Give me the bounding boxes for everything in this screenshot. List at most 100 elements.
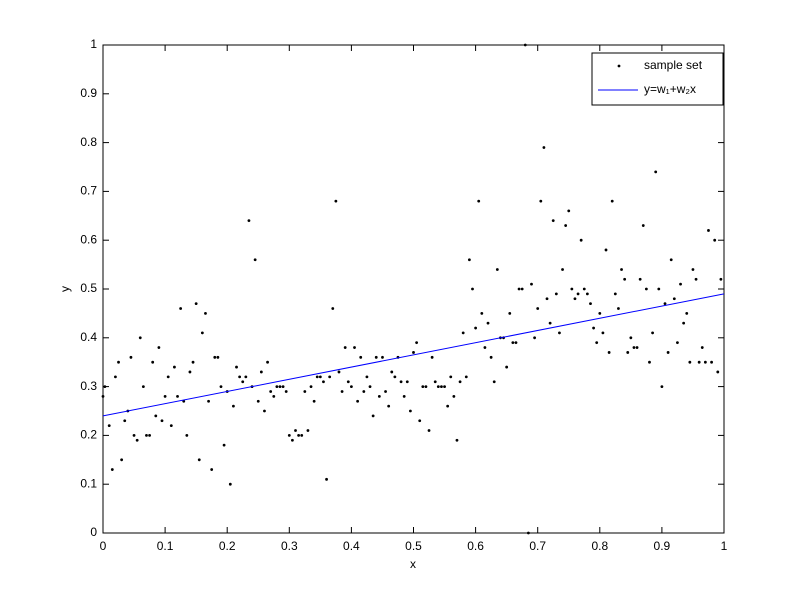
sample-point [654, 170, 658, 174]
sample-point [415, 341, 419, 345]
sample-point [710, 360, 713, 364]
sample-point [266, 360, 269, 364]
sample-point [679, 282, 682, 286]
fit-line [102, 293, 725, 417]
sample-point [424, 385, 428, 388]
sample-point [331, 307, 335, 310]
sample-point [691, 268, 695, 271]
sample-point [685, 312, 689, 315]
sample-point [263, 409, 266, 413]
sample-point [306, 429, 310, 432]
sample-point [129, 355, 133, 359]
sample-point [592, 326, 595, 330]
sample-point [207, 399, 210, 403]
sample-point [110, 468, 114, 471]
sample-point [613, 292, 617, 296]
sample-point [204, 312, 207, 315]
sample-point [312, 399, 316, 403]
sample-point [480, 312, 484, 315]
sample-point [259, 370, 263, 374]
sample-point [542, 146, 546, 149]
x-tick-label: 0 [100, 539, 107, 553]
x-axis-label: x [410, 557, 416, 571]
y-tick-label: 0.2 [80, 428, 97, 442]
x-tick-label: 0.3 [281, 539, 298, 553]
sample-point [672, 297, 676, 301]
sample-point [179, 307, 183, 310]
plot-area [102, 44, 725, 534]
sample-point [356, 399, 360, 403]
sample-point [570, 287, 574, 291]
sample-point [253, 258, 257, 262]
y-tick-label: 0.1 [80, 476, 97, 490]
sample-point [582, 287, 586, 291]
sample-point [132, 434, 136, 437]
sample-point [322, 380, 325, 384]
sample-point [235, 365, 238, 369]
sample-point [278, 385, 282, 388]
sample-point [412, 351, 415, 354]
sample-point [610, 199, 614, 203]
sample-point [297, 434, 301, 437]
sample-point [492, 380, 496, 384]
sample-point [374, 355, 378, 359]
sample-point [530, 282, 533, 286]
sample-point [123, 419, 127, 423]
x-tick-label: 0.6 [467, 539, 484, 553]
sample-point [272, 394, 276, 398]
sample-point [489, 355, 493, 359]
sample-point [135, 438, 139, 442]
sample-point [486, 321, 490, 325]
y-tick-label: 0.8 [80, 135, 97, 149]
sample-point [651, 331, 654, 335]
sample-point [281, 385, 285, 388]
sample-point [213, 355, 217, 359]
sample-point [346, 380, 350, 384]
sample-point [408, 409, 412, 413]
sample-point [682, 321, 686, 325]
sample-point [107, 424, 111, 428]
legend-label: y=w₁+w₂x [644, 82, 696, 96]
sample-point [558, 331, 561, 335]
sample-point [154, 414, 158, 418]
sample-point [617, 307, 620, 310]
legend-marker [617, 64, 621, 68]
sample-point [377, 394, 381, 398]
sample-point [551, 219, 555, 223]
sample-point [644, 287, 648, 291]
sample-point [145, 434, 148, 437]
sample-point [449, 375, 453, 379]
sample-point [103, 385, 107, 388]
sample-point [508, 312, 512, 315]
sample-point [353, 346, 356, 349]
sample-point [545, 297, 549, 301]
sample-point [452, 394, 456, 398]
sample-point [315, 375, 319, 379]
sample-point [384, 390, 387, 393]
sample-point [626, 351, 630, 354]
sample-point [194, 302, 198, 306]
sample-point [402, 394, 406, 398]
sample-point [648, 360, 651, 364]
y-tick-label: 1 [90, 37, 97, 51]
sample-point [284, 390, 288, 393]
x-tick-label: 0.4 [343, 539, 360, 553]
sample-point [117, 360, 120, 364]
y-tick-label: 0.5 [80, 281, 97, 295]
sample-point [585, 292, 589, 296]
sample-point [148, 434, 151, 437]
sample-point [241, 380, 245, 384]
sample-point [368, 385, 372, 388]
sample-point [567, 209, 571, 213]
legend-label: sample set [644, 58, 703, 72]
sample-point [197, 458, 201, 462]
sample-point [387, 404, 391, 408]
sample-point [157, 346, 161, 349]
sample-point [523, 43, 527, 47]
sample-point [309, 385, 313, 388]
sample-point [446, 404, 450, 408]
sample-point [210, 468, 214, 471]
sample-point [405, 380, 409, 384]
sample-point [427, 429, 431, 432]
